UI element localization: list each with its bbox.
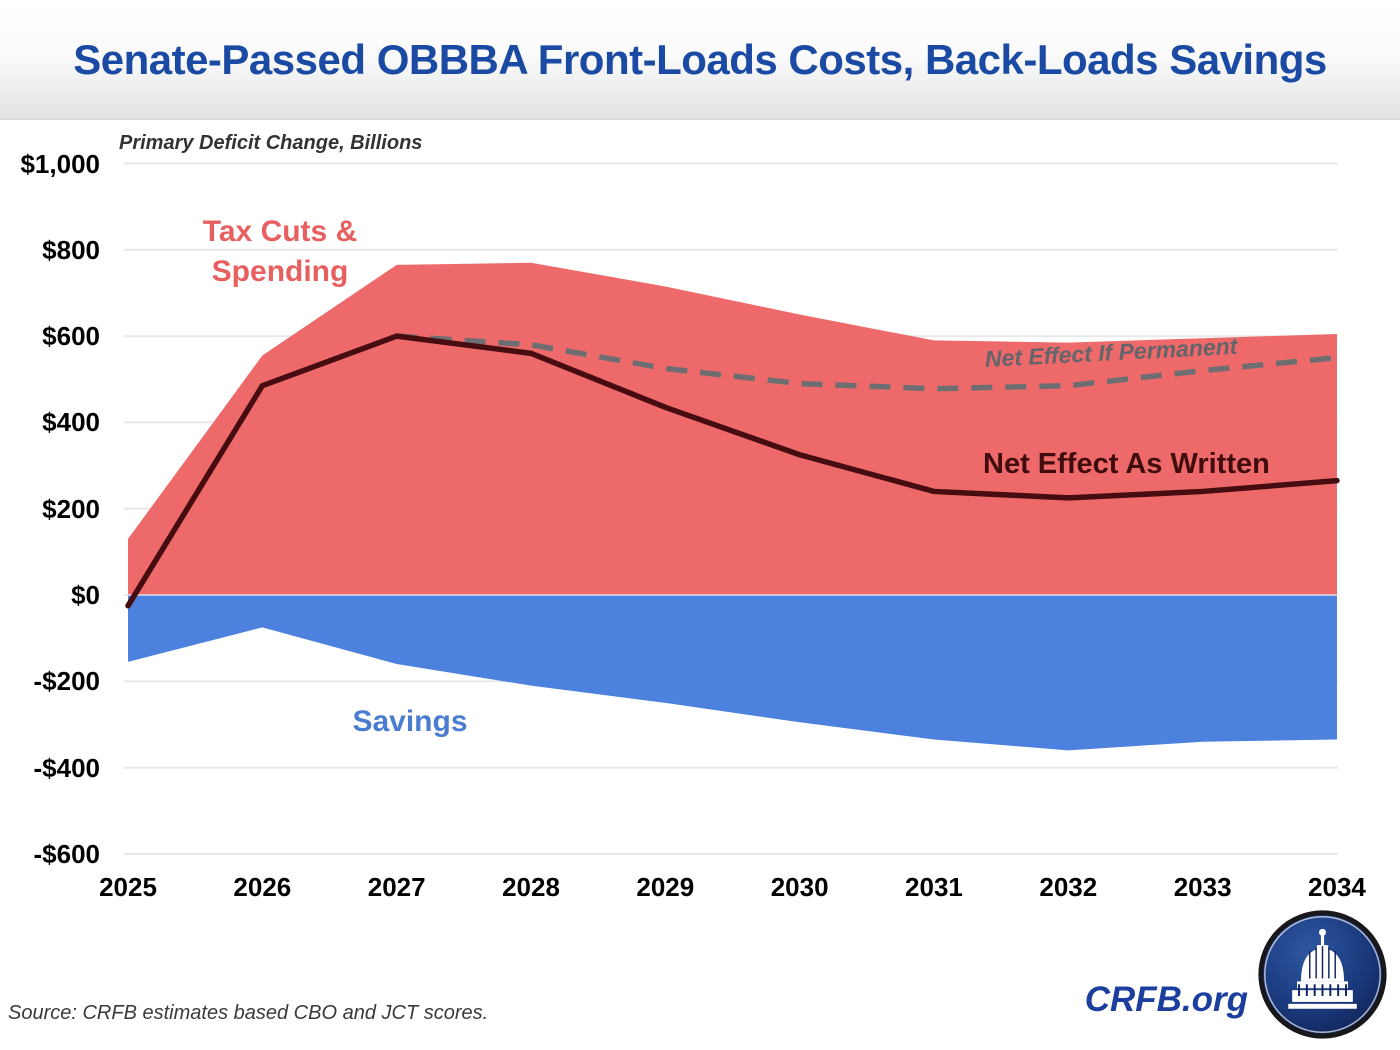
savings-area-fill	[128, 595, 1337, 751]
x-tick-label: 2027	[367, 872, 426, 902]
crfb-capitol-logo-icon	[1258, 910, 1387, 1039]
x-tick-label: 2032	[1039, 872, 1098, 902]
x-tick-label: 2029	[636, 872, 695, 902]
x-tick-label: 2028	[502, 872, 560, 902]
y-tick-label: $1,000	[20, 148, 100, 179]
y-tick-label: $800	[42, 234, 100, 265]
x-tick-label: 2033	[1173, 872, 1232, 902]
x-tick-label: 2031	[905, 872, 963, 902]
y-tick-label: $200	[42, 493, 100, 524]
header-band: Senate-Passed OBBBA Front-Loads Costs, B…	[0, 0, 1400, 120]
cost-area-label-line1: Tax Cuts &	[202, 215, 358, 248]
y-tick-label: $600	[42, 321, 100, 352]
y-tick-label: $0	[71, 580, 100, 610]
cost-area-label-line2: Spending	[211, 255, 349, 288]
y-tick-label: -$600	[33, 838, 101, 869]
y-tick-label: -$200	[33, 666, 101, 697]
axis-units-label: Primary Deficit Change, Billions	[119, 132, 423, 154]
savings-area-label: Savings	[352, 705, 468, 738]
y-tick-label: -$400	[33, 752, 101, 783]
x-tick-label: 2030	[770, 872, 829, 902]
x-tick-label: 2025	[99, 872, 157, 902]
net-written-line	[125, 333, 1340, 609]
source-note: Source: CRFB estimates based CBO and JCT…	[8, 1002, 489, 1024]
net-permanent-line	[396, 333, 1338, 392]
cost-area-label: Tax Cuts & Spending	[160, 212, 400, 292]
net-written-line-label: Net Effect As Written	[983, 448, 1270, 480]
crfb-site-label: CRFB.org	[1084, 980, 1248, 1019]
page-title: Senate-Passed OBBBA Front-Loads Costs, B…	[73, 36, 1327, 83]
y-tick-label: $400	[42, 407, 100, 438]
x-tick-label: 2026	[233, 872, 292, 902]
x-tick-label: 2034	[1308, 872, 1366, 902]
